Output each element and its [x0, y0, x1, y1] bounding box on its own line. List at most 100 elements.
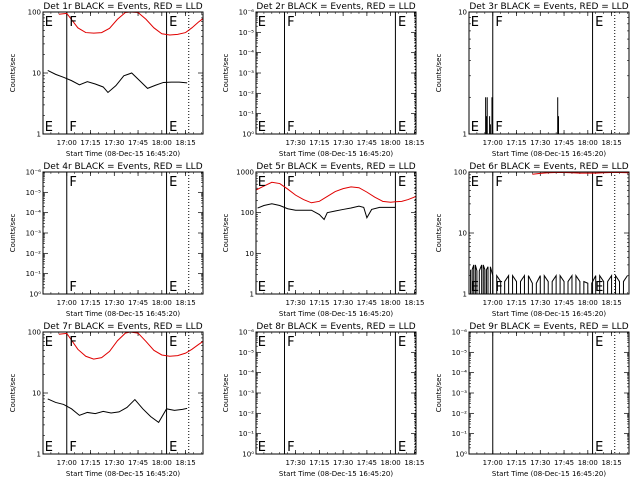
marker-label: E — [258, 175, 266, 190]
marker-label: E — [258, 335, 266, 350]
plot-frame — [468, 331, 630, 455]
marker-label: E — [45, 440, 53, 455]
marker-label: F — [69, 15, 76, 30]
y-axis-label: Counts/sec — [435, 374, 443, 413]
x-tick-label: 17:00 — [483, 299, 503, 307]
panel-title: Det 9r BLACK = Events, RED = LLD — [469, 322, 628, 332]
x-tick-label: 17:30 — [286, 139, 306, 147]
y-tick-label: 10⁻⁶ — [26, 169, 42, 177]
marker-label: E — [398, 280, 406, 295]
x-tick-label: 18:15 — [404, 299, 424, 307]
marker-label: E — [595, 175, 603, 190]
x-tick-label: 18:15 — [601, 299, 621, 307]
event-rate-line — [47, 398, 188, 424]
event-rate-line — [257, 203, 396, 221]
x-tick-label: 17:15 — [309, 139, 329, 147]
marker-label: E — [398, 120, 406, 135]
series-group — [256, 181, 416, 221]
marker-label: F — [287, 15, 294, 30]
y-tick-label: 10⁻⁵ — [239, 349, 255, 357]
marker-label: E — [45, 335, 53, 350]
y-tick-label: 10⁻² — [239, 90, 255, 98]
x-tick-label: 18:00 — [578, 139, 598, 147]
marker-label: E — [169, 120, 177, 135]
plot-frame — [255, 331, 417, 455]
y-tick-label: 100 — [28, 329, 41, 337]
series-group — [485, 97, 560, 134]
x-tick-label: 17:30 — [530, 459, 550, 467]
panel-title: Det 7r BLACK = Events, RED = LLD — [43, 322, 202, 332]
event-rate-line — [47, 70, 188, 94]
y-tick-label: 1 — [463, 291, 467, 299]
y-tick-label: 10⁰ — [242, 131, 254, 139]
lld-rate-line — [58, 12, 203, 36]
marker-label: E — [595, 335, 603, 350]
marker-label: F — [287, 280, 294, 295]
y-axis-label: Counts/sec — [222, 214, 230, 253]
lld-rate-line — [532, 172, 629, 175]
x-tick-label: 18:00 — [152, 299, 172, 307]
lld-rate-line — [256, 181, 416, 204]
y-tick-label: 10 — [245, 250, 254, 258]
x-tick-label: 18:15 — [175, 459, 195, 467]
detector-panel: Det 1r BLACK = Events, RED = LLD Counts/s… — [9, 2, 204, 158]
panel-title: Det 4r BLACK = Events, RED = LLD — [43, 162, 202, 172]
panel-title: Det 2r BLACK = Events, RED = LLD — [256, 2, 415, 12]
x-tick-label: 18:00 — [152, 459, 172, 467]
y-tick-label: 10 — [32, 70, 41, 78]
y-tick-label: 10 — [458, 9, 467, 17]
marker-label: E — [169, 175, 177, 190]
plot-frame — [255, 11, 417, 135]
detector-panel: Det 5r BLACK = Events, RED = LLD Counts/s… — [222, 162, 425, 318]
x-tick-label: 17:45 — [554, 459, 574, 467]
y-tick-label: 10⁻³ — [239, 390, 255, 398]
x-tick-label: 17:45 — [128, 459, 148, 467]
x-axis-label: Start Time (08-Dec-15 16:45:20) — [279, 150, 393, 158]
marker-label: E — [595, 280, 603, 295]
y-tick-label: 10⁻¹ — [239, 430, 255, 438]
y-tick-label: 10⁻³ — [26, 230, 42, 238]
x-tick-label: 17:15 — [80, 139, 100, 147]
x-tick-label: 17:30 — [104, 459, 124, 467]
x-tick-label: 17:00 — [57, 139, 77, 147]
x-tick-label: 17:45 — [357, 299, 377, 307]
detector-panel: Det 2r BLACK = Events, RED = LLD Counts/s… — [222, 2, 425, 158]
y-tick-label: 1 — [250, 291, 254, 299]
y-tick-label: 10⁻⁶ — [452, 329, 468, 337]
marker-label: F — [495, 175, 502, 190]
marker-label: E — [595, 120, 603, 135]
y-tick-label: 10⁻⁶ — [239, 329, 255, 337]
panel-title: Det 1r BLACK = Events, RED = LLD — [43, 2, 202, 12]
y-tick-label: 10⁰ — [455, 451, 467, 459]
marker-label: E — [258, 280, 266, 295]
x-tick-label: 17:00 — [483, 459, 503, 467]
x-axis-label: Start Time (08-Dec-15 16:45:20) — [66, 150, 180, 158]
x-tick-label: 17:15 — [309, 299, 329, 307]
y-tick-label: 1 — [463, 131, 467, 139]
series-group — [470, 172, 629, 294]
x-axis-label: Start Time (08-Dec-15 16:45:20) — [66, 470, 180, 478]
y-tick-label: 10⁻⁵ — [452, 349, 468, 357]
marker-label: E — [398, 440, 406, 455]
y-tick-label: 10⁻⁶ — [239, 9, 255, 17]
x-tick-label: 18:15 — [601, 459, 621, 467]
y-tick-label: 1 — [37, 131, 41, 139]
x-axis-label: Start Time (08-Dec-15 16:45:20) — [66, 310, 180, 318]
plot-frame — [255, 171, 417, 295]
plot-frame — [468, 171, 630, 295]
y-tick-label: 10⁻² — [26, 250, 42, 258]
marker-label: E — [471, 120, 479, 135]
marker-label: F — [69, 280, 76, 295]
panel-title: Det 5r BLACK = Events, RED = LLD — [256, 162, 415, 172]
marker-label: E — [398, 175, 406, 190]
y-tick-label: 10⁻¹ — [239, 110, 255, 118]
x-tick-label: 17:15 — [506, 139, 526, 147]
y-tick-label: 10 — [32, 390, 41, 398]
detector-panel: Det 7r BLACK = Events, RED = LLD Counts/s… — [9, 322, 204, 478]
y-tick-label: 10⁻⁴ — [26, 209, 42, 217]
x-tick-label: 17:45 — [128, 299, 148, 307]
marker-label: E — [258, 120, 266, 135]
detector-panel: Det 4r BLACK = Events, RED = LLD Counts/s… — [9, 162, 204, 318]
y-axis-label: Counts/sec — [9, 374, 17, 413]
